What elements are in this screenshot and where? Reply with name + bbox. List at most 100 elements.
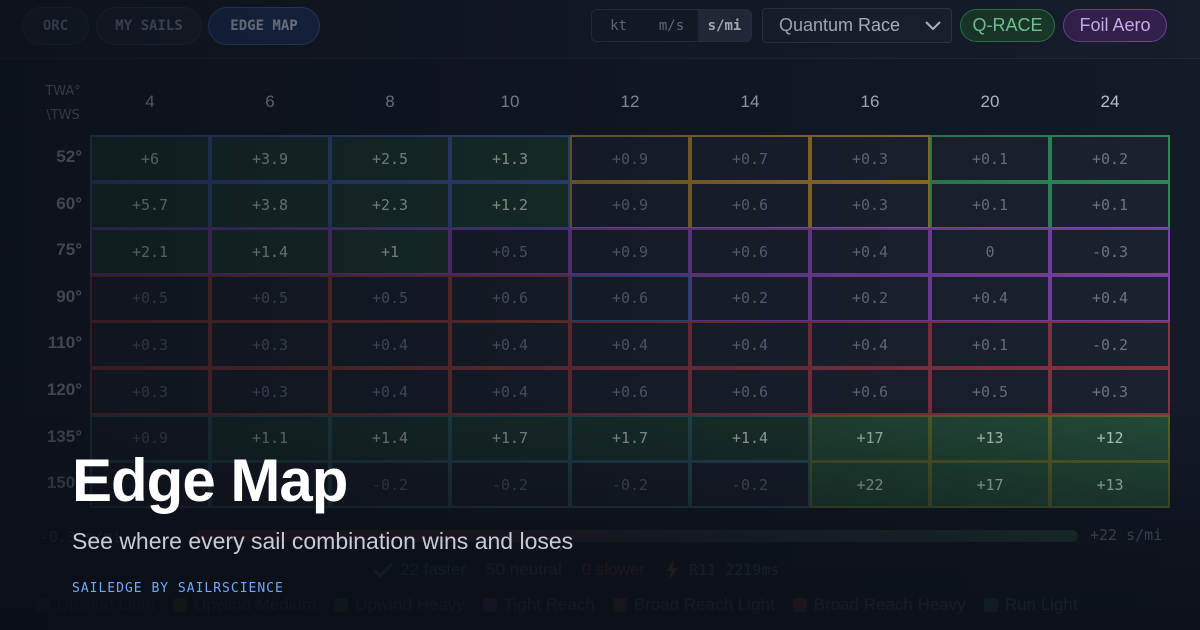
grid-cell[interactable]: +1.2 <box>450 181 570 229</box>
grid-cell[interactable]: +0.4 <box>930 274 1050 322</box>
grid-cell[interactable]: +0.6 <box>690 181 810 229</box>
grid-cell[interactable]: +0.2 <box>810 274 930 322</box>
grid-cell[interactable]: +0.4 <box>690 321 810 369</box>
grid-cell[interactable]: +0.5 <box>450 228 570 276</box>
grid-cell[interactable]: +0.4 <box>330 368 450 416</box>
grid-cell[interactable]: +0.9 <box>570 181 690 229</box>
unit-s-per-mi[interactable]: s/mi <box>698 10 751 41</box>
grid-cell[interactable]: +0.6 <box>690 228 810 276</box>
unit-kt[interactable]: kt <box>610 17 627 34</box>
stat-neutral: 50 neutral <box>486 560 562 579</box>
tab-orc[interactable]: ORC <box>22 7 89 45</box>
grid-cell[interactable]: +0.6 <box>570 274 690 322</box>
grid-cell[interactable]: 0 <box>930 228 1050 276</box>
grid-cell[interactable]: +0.2 <box>1050 135 1170 183</box>
grid-cell[interactable]: +0.1 <box>930 321 1050 369</box>
grid-cell[interactable]: +0.3 <box>810 181 930 229</box>
legend-swatch <box>482 598 497 612</box>
grid-cell[interactable]: +22 <box>810 461 930 509</box>
grid-cell[interactable]: +0.4 <box>1050 274 1170 322</box>
grid-cell[interactable]: +1.4 <box>210 228 330 276</box>
table-corner-label: TWA° \TWS <box>34 80 92 128</box>
grid-cell[interactable]: +13 <box>1050 461 1170 509</box>
grid-cell[interactable]: +0.6 <box>690 368 810 416</box>
grid-cell[interactable]: +17 <box>930 461 1050 509</box>
grid-cell[interactable]: +0.9 <box>570 135 690 183</box>
grid-cell[interactable]: +0.5 <box>330 274 450 322</box>
grid-cell[interactable]: +0.7 <box>690 135 810 183</box>
col-header-tws: 8 <box>385 92 395 111</box>
row-header-twa: 60° <box>56 193 82 213</box>
grid-cell[interactable]: +0.4 <box>810 228 930 276</box>
grid-cell[interactable]: +1.7 <box>450 414 570 462</box>
legend-swatch <box>983 598 998 612</box>
grid-cell[interactable]: +1.4 <box>330 414 450 462</box>
legend-swatch <box>612 598 627 612</box>
grid-cell[interactable]: +0.1 <box>930 181 1050 229</box>
legend-item: Upwind Heavy <box>334 595 465 615</box>
row-header-twa: 52° <box>56 147 82 166</box>
grid-cell[interactable]: +0.4 <box>450 321 570 369</box>
grid-cell[interactable]: +17 <box>810 414 930 462</box>
legend-item: Tight Reach <box>482 595 595 615</box>
grid-cell[interactable]: -0.2 <box>1050 321 1170 369</box>
grid-cell[interactable]: +2.1 <box>90 228 210 276</box>
grid-cell[interactable]: -0.2 <box>570 461 690 509</box>
grid-cell[interactable]: +0.4 <box>330 321 450 369</box>
col-header-tws: 24 <box>1100 92 1120 111</box>
badge-q-race[interactable]: Q-RACE <box>960 9 1055 42</box>
grid-cell[interactable]: +0.3 <box>810 135 930 183</box>
grid-cell[interactable]: +0.5 <box>90 274 210 322</box>
grid-cell[interactable]: +12 <box>1050 414 1170 462</box>
grid-cell[interactable]: +0.6 <box>450 274 570 322</box>
grid-cell[interactable]: +0.6 <box>810 368 930 416</box>
legend-label: Upwind Medium <box>194 595 317 614</box>
grid-cell[interactable]: +1.4 <box>690 414 810 462</box>
lightning-icon <box>666 560 679 580</box>
grid-cell[interactable]: +0.5 <box>930 368 1050 416</box>
grid-cell[interactable]: +1.3 <box>450 135 570 183</box>
grid-cell[interactable]: -0.2 <box>330 461 450 509</box>
grid-cell[interactable]: -0.3 <box>1050 228 1170 276</box>
grid-cell[interactable]: +0.4 <box>450 368 570 416</box>
unit-ms[interactable]: m/s <box>658 17 685 34</box>
badge-foil-aero[interactable]: Foil Aero <box>1063 9 1167 42</box>
row-header-twa: 120° <box>46 380 82 399</box>
legend-label: Run Light <box>1004 595 1078 614</box>
legend-swatch <box>334 598 349 612</box>
grid-cell[interactable]: +0.3 <box>90 321 210 369</box>
grid-cell[interactable]: +5.7 <box>90 181 210 229</box>
grid-cell[interactable]: +0.3 <box>1050 368 1170 416</box>
grid-cell[interactable]: +6 <box>90 135 210 183</box>
grid-cell[interactable]: +0.4 <box>570 321 690 369</box>
grid-cell[interactable]: +1 <box>330 228 450 276</box>
tab-my-sails[interactable]: MY SAILS <box>96 7 202 45</box>
grid-cell[interactable]: +0.9 <box>570 228 690 276</box>
col-header-tws: 4 <box>145 92 155 111</box>
grid-cell[interactable]: +1.7 <box>570 414 690 462</box>
grid-cell[interactable]: +2.5 <box>330 135 450 183</box>
grid-cell[interactable]: +0.6 <box>570 368 690 416</box>
legend-swatch <box>173 598 188 612</box>
grid-cell[interactable]: +13 <box>930 414 1050 462</box>
grid-cell[interactable]: +0.3 <box>210 321 330 369</box>
grid-cell[interactable]: +2.3 <box>330 181 450 229</box>
grid-cell[interactable]: -0.2 <box>450 461 570 509</box>
tab-edge-map[interactable]: EDGE MAP <box>208 7 320 45</box>
grid-cell[interactable]: +0.3 <box>210 368 330 416</box>
grid-cell[interactable]: +0.1 <box>930 135 1050 183</box>
grid-cell[interactable]: +0.3 <box>90 368 210 416</box>
grid-cell[interactable]: +3.9 <box>210 135 330 183</box>
legend-item: Broad Reach Light <box>612 595 775 615</box>
legend-label: Upwind Heavy <box>355 595 465 614</box>
grid-cell[interactable]: +0.4 <box>810 321 930 369</box>
grid-cell[interactable]: -0.2 <box>690 461 810 509</box>
hero-brand: SAILEDGE BY SAILRSCIENCE <box>72 581 284 596</box>
boat-select[interactable]: Quantum Race <box>762 8 952 43</box>
hero-title: Edge Map <box>72 447 348 514</box>
grid-cell[interactable]: +0.5 <box>210 274 330 322</box>
grid-cell[interactable]: +0.1 <box>1050 181 1170 229</box>
zone-legend: Upwind Light Upwind Medium Upwind Heavy Tig… <box>36 595 1096 615</box>
grid-cell[interactable]: +0.2 <box>690 274 810 322</box>
grid-cell[interactable]: +3.8 <box>210 181 330 229</box>
